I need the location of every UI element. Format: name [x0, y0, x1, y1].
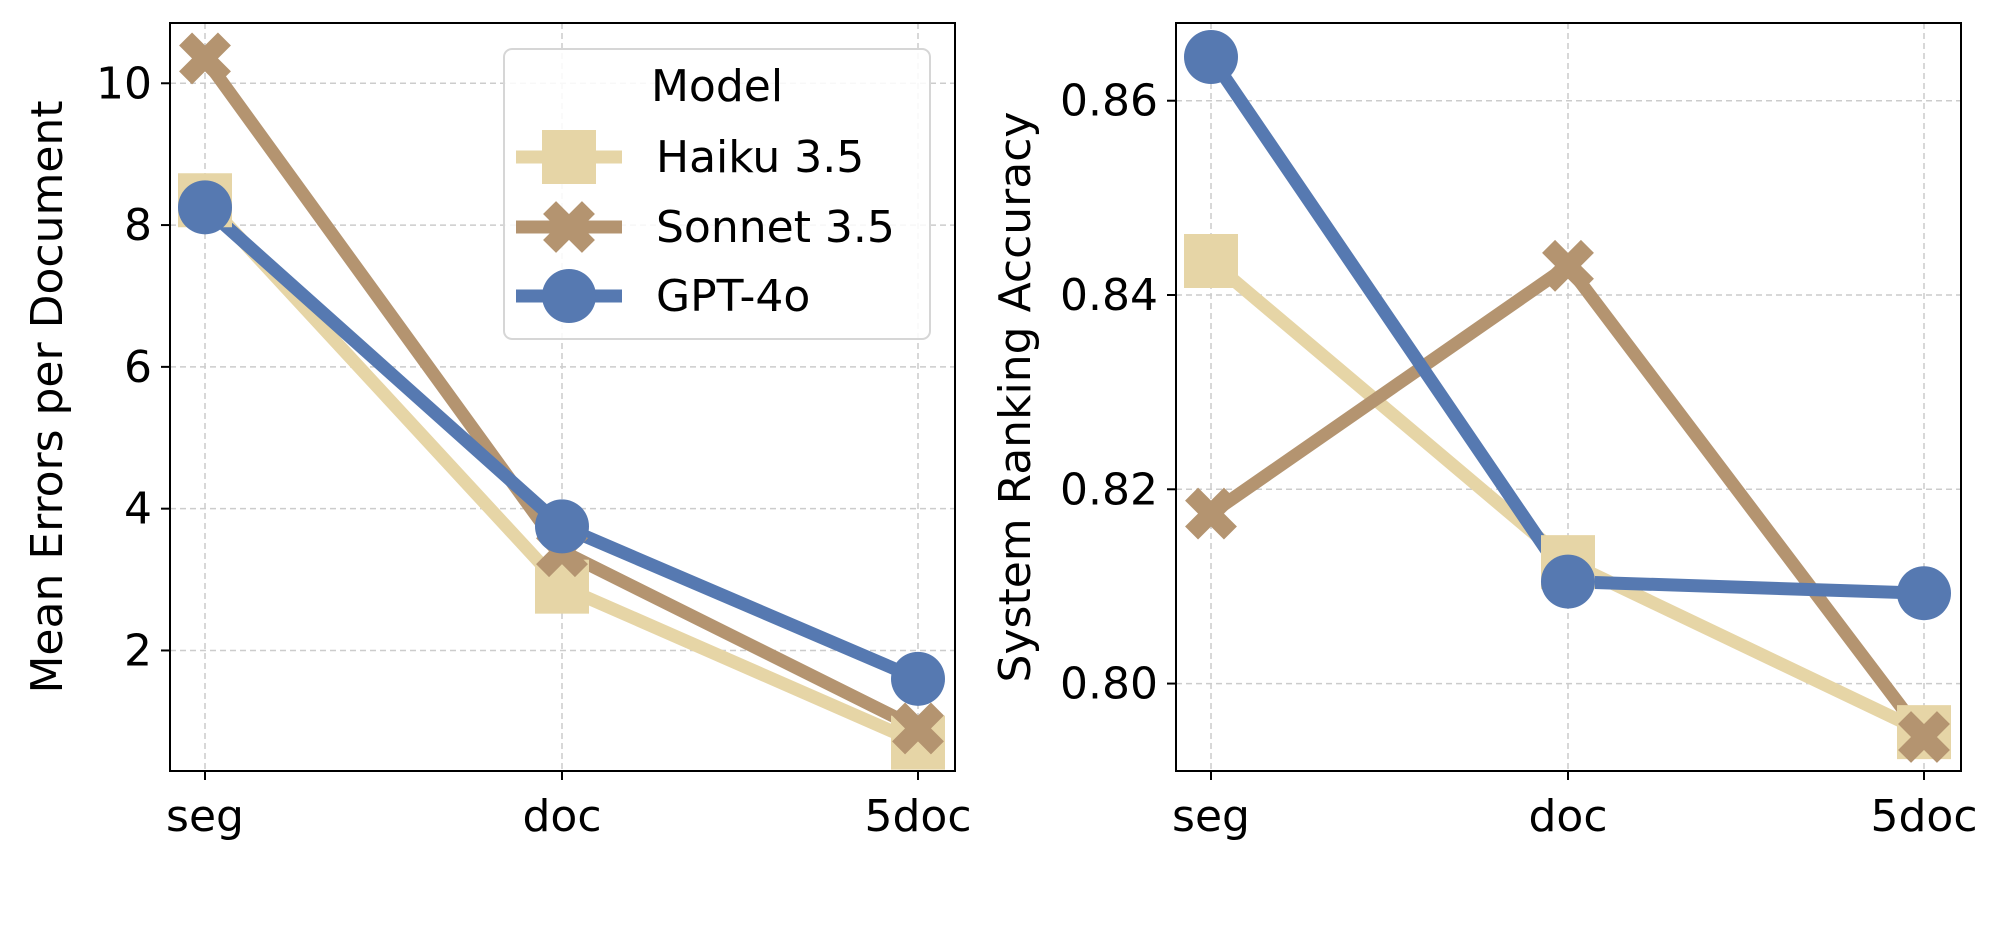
legend-label: Haiku 3.5: [656, 132, 864, 183]
y-axis-title: System Ranking Accuracy: [990, 112, 1041, 683]
data-point-circle: [1541, 554, 1595, 609]
legend-entry: GPT-4o: [516, 269, 810, 323]
y-tick-label: 2: [124, 625, 152, 676]
legend-title: Model: [651, 61, 783, 112]
accuracy-panel: 0.80 0.82 0.84 0.86 seg doc 5doc System Ranking…: [990, 22, 1978, 842]
legend-marker-circle: [542, 269, 596, 323]
data-point-circle: [891, 651, 945, 706]
data-point-square: [1184, 234, 1238, 288]
y-tick-label: 0.80: [1060, 659, 1158, 710]
y-tick-label: 0.86: [1060, 76, 1158, 127]
legend-label: Sonnet 3.5: [656, 202, 895, 253]
x-tick-label: seg: [166, 791, 244, 842]
y-tick-label: 4: [124, 484, 152, 535]
data-point-x: [1898, 711, 1950, 763]
x-tick-label: seg: [1172, 791, 1250, 842]
data-point-circle: [535, 499, 589, 554]
data-point-circle: [178, 180, 232, 235]
x-tick-label: doc: [522, 791, 601, 842]
data-point-x: [892, 702, 944, 755]
data-point-x: [1185, 487, 1237, 540]
grid: [1176, 23, 1961, 771]
errors-panel: 2 4 6 8 10 seg doc 5doc Mean Errors per Document: [22, 22, 972, 842]
legend-box: [503, 48, 931, 340]
legend-entry: Haiku 3.5: [516, 130, 864, 184]
legend-marker-square: [542, 130, 596, 184]
legend: Model Haiku 3.5 Sonnet 3.5 GPT-4o: [503, 48, 931, 340]
data-point-x: [179, 32, 231, 85]
legend-entry: Sonnet 3.5: [516, 201, 895, 253]
y-tick-label: 8: [124, 200, 152, 251]
x-tick-label: doc: [1528, 791, 1607, 842]
y-tick-label: 10: [96, 58, 152, 109]
data-point-x: [1542, 239, 1594, 292]
x-tick-label: 5doc: [1870, 791, 1977, 842]
y-tick-label: 6: [124, 342, 152, 393]
data-point-circle: [1897, 566, 1951, 621]
legend-marker-x: [543, 201, 595, 253]
data-point-circle: [1184, 30, 1238, 84]
x-tick-label: 5doc: [864, 791, 971, 842]
y-tick-label: 0.82: [1060, 464, 1158, 515]
y-axis-title: Mean Errors per Document: [22, 100, 73, 693]
y-tick-label: 0.84: [1060, 270, 1158, 321]
legend-label: GPT-4o: [656, 271, 810, 322]
